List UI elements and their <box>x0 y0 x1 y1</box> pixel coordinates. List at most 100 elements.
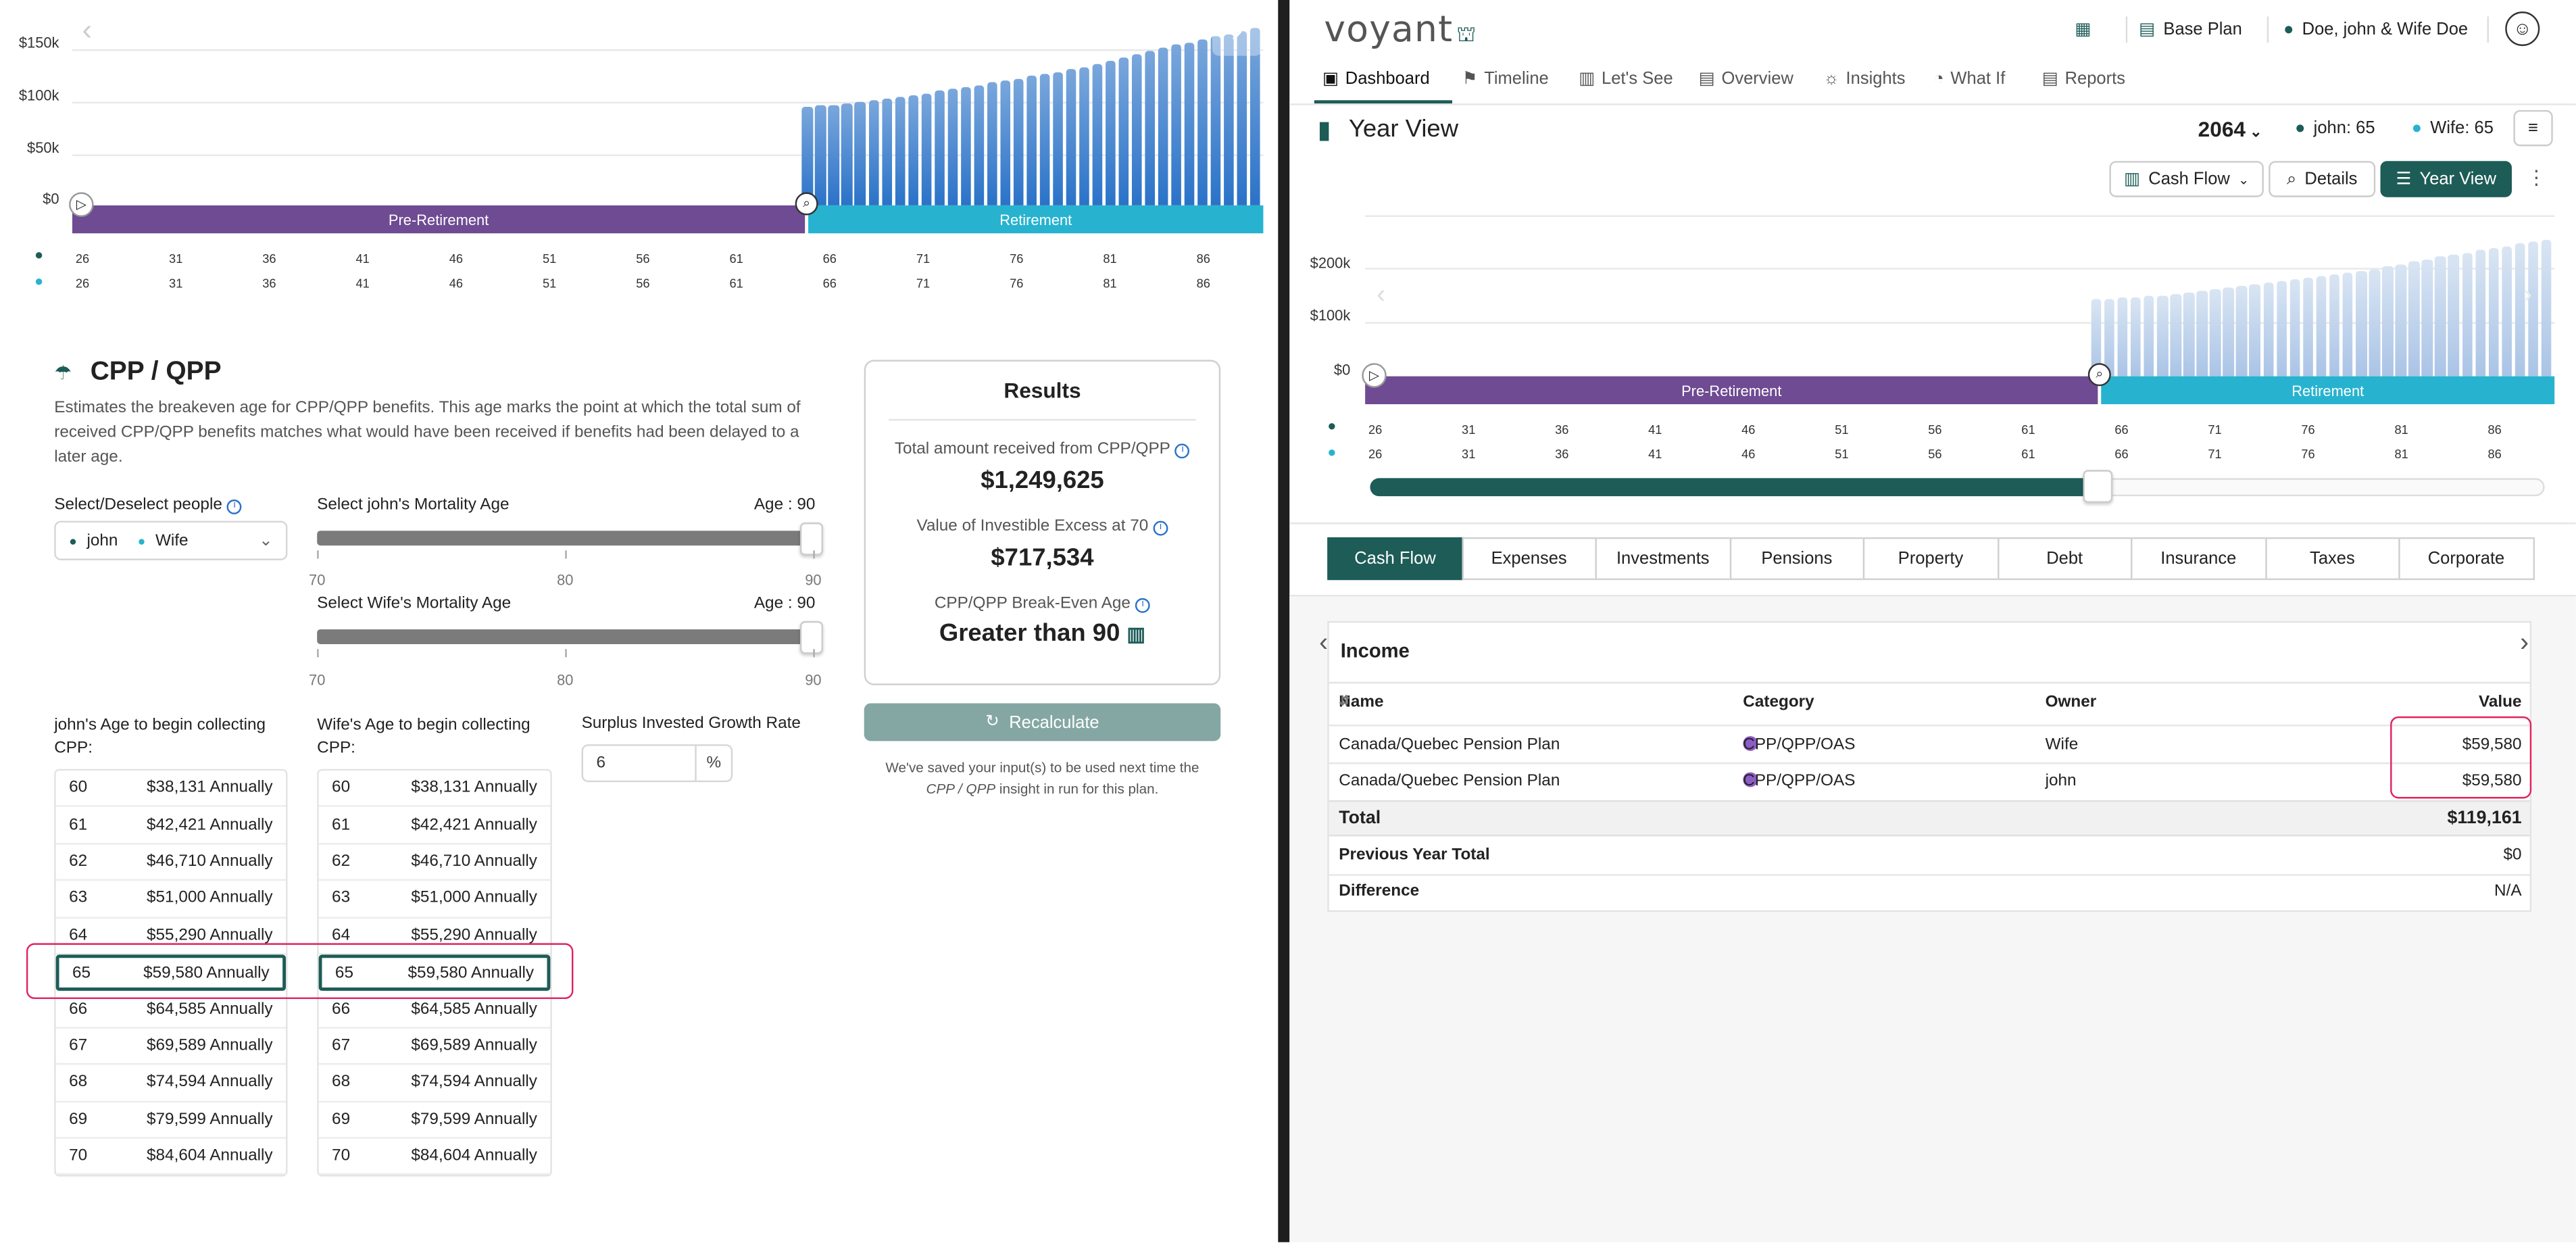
category-tab[interactable]: Taxes <box>2264 537 2400 581</box>
tab-dashboard[interactable]: ▣ Dashboard <box>1322 69 1430 89</box>
collect-age-row[interactable]: 68 $74,594 Annually <box>55 1065 286 1102</box>
play-icon[interactable]: ▷ <box>69 192 94 217</box>
zoom-icon[interactable]: ⌕ <box>795 192 818 216</box>
collect-age: 69 <box>69 1110 88 1129</box>
table-row[interactable]: Canada/Quebec Pension Plan CPP/QPP/OAS j… <box>1339 772 2522 791</box>
divider <box>1329 762 2530 764</box>
collect-age-row[interactable]: 69 $79,599 Annually <box>55 1102 286 1139</box>
details-button[interactable]: ⌕ Details <box>2269 161 2376 197</box>
category-tab[interactable]: Property <box>1862 537 1999 581</box>
collect-age: 64 <box>69 926 88 945</box>
wife-mortality-slider-thumb[interactable] <box>799 620 823 654</box>
select-people-dropdown[interactable]: ● john ● Wife ⌄ <box>54 520 288 560</box>
collect-age-row[interactable]: 65 $59,580 Annually <box>55 954 286 992</box>
saved-note-line1: We've saved your input(s) to be used nex… <box>885 759 1199 776</box>
chart-icon[interactable]: ▥ <box>1126 623 1146 646</box>
prev-arrow-icon[interactable]: ‹ <box>1319 629 1329 658</box>
play-icon[interactable]: ▷ <box>1362 363 1387 388</box>
chart-bar <box>2501 245 2512 376</box>
divider <box>1289 595 2576 597</box>
year-view-button[interactable]: ☰ Year View <box>2380 161 2512 197</box>
collect-age-row[interactable]: 63 $51,000 Annually <box>55 881 286 918</box>
category-dot-icon <box>1743 772 1758 787</box>
collect-age-row[interactable]: 66 $64,585 Annually <box>55 992 286 1029</box>
table-row[interactable]: Canada/Quebec Pension Plan CPP/QPP/OAS W… <box>1339 736 2522 754</box>
collect-age: 63 <box>332 889 351 908</box>
category-tab[interactable]: Insurance <box>2131 537 2267 581</box>
collect-age-row[interactable]: 63 $51,000 Annually <box>318 881 551 918</box>
tab-lets-see[interactable]: ▥ Let's See <box>1579 69 1673 89</box>
client-button[interactable]: ● Doe, john & Wife Doe <box>2283 20 2469 40</box>
collect-age-row[interactable]: 62 $46,710 Annually <box>55 844 286 881</box>
year-select[interactable]: 2064 ⌄ <box>2198 116 2262 142</box>
tab-what-if[interactable]: ◔ What If <box>1933 69 2006 89</box>
collect-age-row[interactable]: 61 $42,421 Annually <box>318 808 551 845</box>
active-tab-indicator <box>1314 100 1453 104</box>
category-tab[interactable]: Cash Flow <box>1327 537 1463 581</box>
chart-bar <box>1039 74 1050 205</box>
zoom-icon[interactable]: ⌕ <box>2087 363 2111 387</box>
growth-rate-input-group: 6 % <box>581 744 733 783</box>
collect-age-row[interactable]: 65 $59,580 Annually <box>318 954 551 992</box>
info-icon[interactable]: i <box>1175 443 1191 459</box>
more-options-icon[interactable]: ⋮ <box>2526 166 2547 189</box>
john-collect-label: john's Age to begin collecting CPP: <box>54 716 266 758</box>
category-tab[interactable]: Debt <box>1996 537 2133 581</box>
tab-timeline[interactable]: ⚑ Timeline <box>1462 69 1549 89</box>
chart-prev-arrow-icon[interactable]: ‹ <box>1377 281 1386 310</box>
collect-age-row[interactable]: 62 $46,710 Annually <box>318 844 551 881</box>
next-arrow-icon[interactable]: › <box>2520 629 2529 658</box>
age-tick: 66 <box>822 276 837 291</box>
recalculate-button[interactable]: ↻ Recalculate <box>864 703 1221 741</box>
collect-age: 61 <box>69 816 88 834</box>
category-tab[interactable]: Expenses <box>1461 537 1597 581</box>
collect-age-row[interactable]: 69 $79,599 Annually <box>318 1102 551 1139</box>
john-mortality-slider-thumb[interactable] <box>799 522 823 556</box>
total-row: Total $119,161 <box>1327 808 2531 831</box>
cash-flow-dropdown[interactable]: ▥ Cash Flow ⌄ <box>2109 161 2264 197</box>
info-icon[interactable]: i <box>227 499 243 514</box>
collect-age-row[interactable]: 61 $42,421 Annually <box>55 808 286 845</box>
collect-age-row[interactable]: 66 $64,585 Annually <box>318 992 551 1029</box>
collect-age-row[interactable]: 67 $69,589 Annually <box>318 1028 551 1065</box>
chart-prev-arrow-icon[interactable]: ‹ <box>82 13 93 47</box>
slider-tick-label: 80 <box>557 672 574 689</box>
chart-bar <box>881 98 893 205</box>
john-mortality-slider[interactable] <box>317 531 810 546</box>
category-tab[interactable]: Corporate <box>2398 537 2534 581</box>
voyant-logo[interactable]: voyant ⛫ <box>1324 9 1477 51</box>
collect-age-row[interactable]: 60 $38,131 Annually <box>318 771 551 808</box>
chart-next-arrow-icon[interactable]: › <box>2523 281 2532 310</box>
slider-tick <box>813 649 815 658</box>
slider-tick-label: 90 <box>805 571 822 589</box>
age-tick: 66 <box>2114 447 2129 462</box>
collect-age-row[interactable]: 68 $74,594 Annually <box>318 1065 551 1102</box>
info-icon[interactable]: i <box>1135 598 1151 613</box>
collect-age-row[interactable]: 70 $84,604 Annually <box>318 1139 551 1176</box>
user-avatar-icon[interactable]: ☺ <box>2505 11 2540 47</box>
year-scrubber-thumb[interactable] <box>2083 470 2113 503</box>
info-icon[interactable]: i <box>1153 520 1168 536</box>
collect-amount: $51,000 Annually <box>147 889 273 908</box>
collect-age-row[interactable]: 60 $38,131 Annually <box>55 771 286 808</box>
chart-bar <box>1184 42 1195 205</box>
base-plan-button[interactable]: ▤ Base Plan <box>2139 20 2242 40</box>
growth-rate-input[interactable]: 6 <box>596 754 605 773</box>
window-separator <box>1278 0 1290 1242</box>
gridline <box>72 154 1264 156</box>
menu-button[interactable]: ≡ <box>2513 109 2553 147</box>
collect-age-row[interactable]: 70 $84,604 Annually <box>55 1139 286 1176</box>
category-tab[interactable]: Pensions <box>1729 537 1865 581</box>
tab-insights[interactable]: ☼ Insights <box>1823 69 1906 89</box>
wife-mortality-slider[interactable] <box>317 629 810 644</box>
collect-age-row[interactable]: 64 $55,290 Annually <box>318 918 551 955</box>
tab-overview[interactable]: ▤ Overview <box>1698 69 1793 89</box>
divider <box>2267 16 2269 43</box>
collect-age-row[interactable]: 64 $55,290 Annually <box>55 918 286 955</box>
tab-reports[interactable]: ▤ Reports <box>2041 69 2125 89</box>
category-tab[interactable]: Investments <box>1595 537 1731 581</box>
collect-age-row[interactable]: 67 $69,589 Annually <box>55 1028 286 1065</box>
calculator-icon[interactable]: ▦ <box>2075 20 2091 40</box>
age-tick: 71 <box>916 276 931 291</box>
chart-next-arrow-icon[interactable]: › <box>1212 6 1262 56</box>
